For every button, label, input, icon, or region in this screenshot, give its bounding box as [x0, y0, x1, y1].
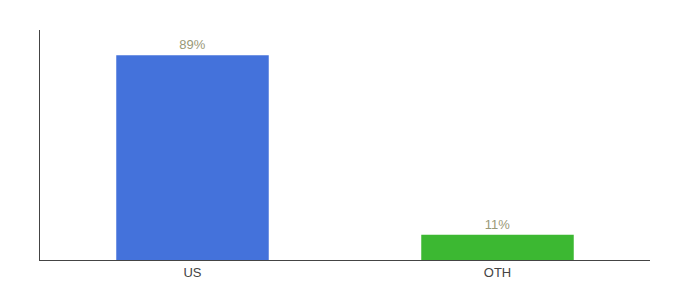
svg-text:US: US — [183, 265, 201, 280]
svg-text:89%: 89% — [179, 37, 205, 52]
svg-text:OTH: OTH — [484, 265, 511, 280]
svg-text:11%: 11% — [485, 217, 510, 232]
